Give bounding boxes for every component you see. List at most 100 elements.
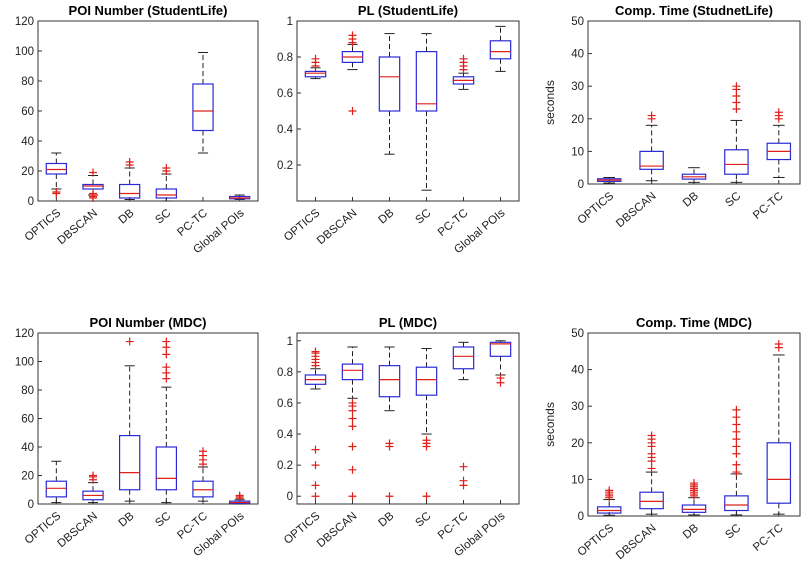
y-tick-label: 20 [571,114,584,126]
outlier-point [422,436,431,445]
y-tick-label: 40 [21,442,34,454]
box-sc [155,164,178,202]
y-tick-label: 80 [21,385,34,397]
y-tick-label: 20 [21,166,34,178]
y-tick-label: 60 [21,414,34,426]
y-tick-label: 0 [578,511,584,523]
chart-title: Comp. Time (StudnetLife) [615,3,773,18]
outlier-point [89,189,97,198]
y-tick-label: 0 [28,196,34,208]
y-tick-label: 120 [15,328,34,340]
box-global-pois [228,491,251,505]
x-tick-label: PC-TC [175,207,210,239]
iqr-box [681,504,707,513]
x-tick-label: PC-TC [751,190,786,222]
x-tick-label: DB [117,207,137,227]
box-optics [596,486,622,516]
iqr-box [415,50,438,112]
y-tick-label: 1 [287,336,293,348]
box-sc [415,33,438,191]
x-tick-label: OPTICS [576,522,617,559]
x-tick-label: DBSCAN [55,510,99,550]
iqr-box [724,149,749,175]
outlier-point [422,492,431,501]
outlier-point [348,31,357,40]
outlier-point [647,449,656,458]
outlier-point [732,82,741,91]
box-sc [724,405,749,516]
box-pc-tc [766,108,792,178]
y-tick-label: 0 [578,179,584,191]
outlier-point [496,374,505,383]
plot-frame [296,332,520,505]
y-tick-label: 100 [15,46,34,58]
chart-title: POI Number (MDC) [90,315,207,330]
box-pc-tc [452,54,475,90]
outlier-point [732,435,741,444]
iqr-box [378,56,401,112]
x-tick-label: SC [723,522,743,541]
x-tick-label: OPTICS [576,190,617,227]
y-tick-label: 30 [571,81,584,93]
y-tick-label: 0 [28,499,34,511]
iqr-box [639,150,664,170]
outlier-point [348,442,357,451]
chart-title: PL (StudentLife) [358,3,458,18]
iqr-box [45,480,68,498]
iqr-box [341,363,364,381]
outlier-point [385,439,394,448]
outlier-point [732,460,741,469]
y-tick-label: 30 [571,401,584,413]
chart-title: POI Number (StudentLife) [69,3,228,18]
outlier-point [311,445,320,454]
outlier-point [459,462,468,471]
y-tick-label: 100 [15,357,34,369]
y-tick-label: 20 [21,471,34,483]
outlier-point [732,420,741,429]
outlier-point [311,492,320,501]
iqr-box [378,365,401,398]
iqr-box [452,346,475,370]
iqr-box [155,446,178,491]
box-db [378,33,401,155]
box-global-pois [489,25,512,72]
outlier-point [732,405,741,414]
iqr-box [82,183,104,190]
y-axis-label: seconds [543,402,557,447]
box-global-pois [489,340,512,387]
chart-title: PL (MDC) [379,315,437,330]
box-db [681,167,707,183]
x-tick-label: DB [376,510,396,530]
iqr-box [192,83,214,132]
box-dbscan [82,168,104,202]
outlier-point [732,442,741,451]
outlier-point [732,427,741,436]
plot-frame [37,20,259,202]
y-tick-label: 0.4 [277,429,294,441]
outlier-point [162,337,171,346]
y-tick-label: 0.6 [277,88,293,100]
outlier-point [348,422,357,431]
outlier-point [89,471,97,480]
outlier-point [348,414,357,423]
outlier-point [459,54,468,63]
iqr-box [155,188,178,199]
outlier-point [647,464,656,473]
y-tick-label: 0.2 [277,160,293,172]
box-optics [596,176,622,184]
y-tick-label: 40 [571,365,584,377]
box-optics [304,347,327,501]
outlier-point [348,465,357,474]
outlier-point [162,164,171,172]
x-tick-label: DBSCAN [315,207,359,247]
x-tick-label: DB [376,207,396,227]
box-sc [415,348,438,501]
y-tick-label: 50 [571,328,584,340]
iqr-box [304,70,327,78]
outlier-point [774,339,783,348]
x-tick-label: PC-TC [436,510,471,542]
plot-frame [296,20,520,202]
y-tick-label: 20 [571,438,584,450]
y-tick-label: 40 [21,136,34,148]
